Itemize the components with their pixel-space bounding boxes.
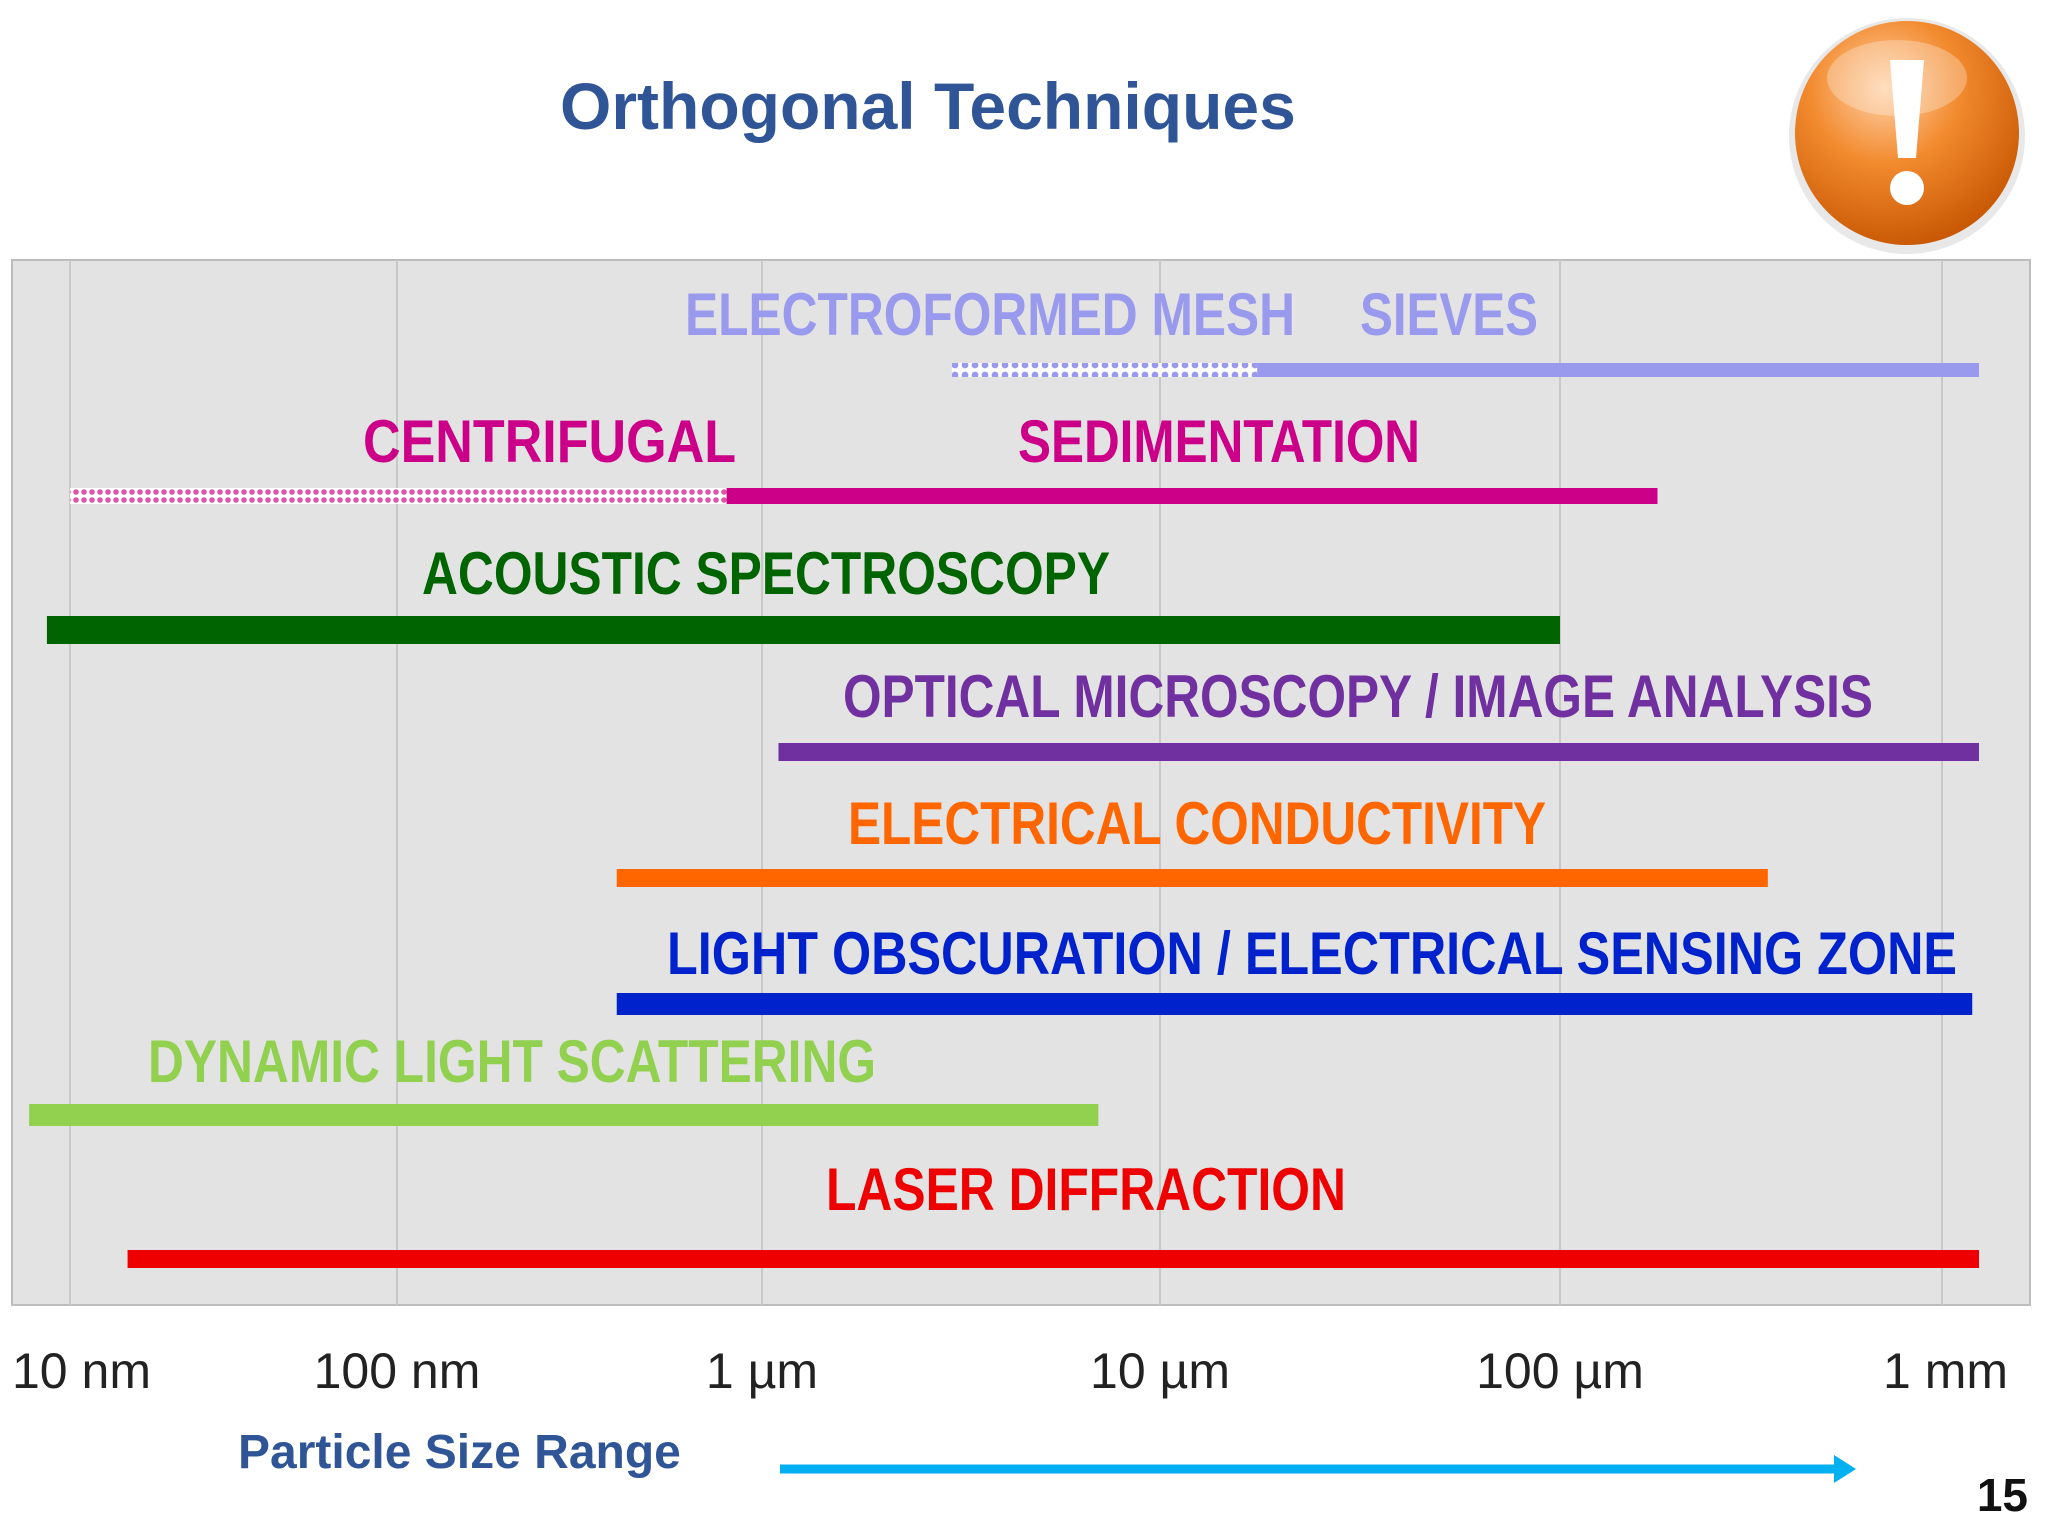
slide-title: Orthogonal Techniques <box>560 69 1296 143</box>
technique-bar <box>29 1104 1099 1126</box>
exclamation-icon <box>1789 18 2025 254</box>
page-number: 15 <box>1976 1469 2028 1521</box>
x-tick-label: 10 nm <box>12 1343 151 1399</box>
technique-bar <box>616 993 1973 1015</box>
technique-bar <box>726 488 1658 504</box>
technique-label: CENTRIFUGAL <box>363 408 736 475</box>
technique-label: OPTICAL MICROSCOPY / IMAGE ANALYSIS <box>843 663 1873 730</box>
technique-label: ACOUSTIC SPECTROSCOPY <box>422 540 1110 607</box>
technique-labels: ELECTROFORMED MESH SIEVES CENTRIFUGAL SEDIM… <box>148 281 1957 1223</box>
technique-bar <box>778 743 1980 761</box>
x-tick-label: 100 nm <box>314 1343 481 1399</box>
x-tick-label: 1 µm <box>706 1343 818 1399</box>
x-tick-label: 1 mm <box>1883 1343 2008 1399</box>
technique-label-secondary: SIEVES <box>1360 281 1538 348</box>
technique-bar-extended <box>70 488 727 504</box>
size-range-arrow <box>780 1455 1856 1483</box>
technique-label: LIGHT OBSCURATION / ELECTRICAL SENSING Z… <box>667 920 1957 987</box>
technique-bars <box>29 363 1980 1268</box>
x-tick-label: 100 µm <box>1476 1343 1644 1399</box>
technique-bar <box>46 616 1560 644</box>
axis-caption: Particle Size Range <box>238 1426 681 1479</box>
gridlines <box>69 260 1943 1305</box>
technique-bar <box>616 869 1768 887</box>
technique-label-secondary: SEDIMENTATION <box>1018 408 1420 475</box>
technique-bar <box>127 1250 1980 1268</box>
technique-label: ELECTROFORMED MESH <box>685 281 1295 348</box>
technique-label: ELECTRICAL CONDUCTIVITY <box>848 790 1546 857</box>
technique-bar-extended <box>951 363 1258 377</box>
technique-bar <box>1257 363 1980 377</box>
x-axis-ticks: 10 nm 100 nm 1 µm 10 µm 100 µm 1 mm <box>12 1343 2008 1399</box>
technique-label: DYNAMIC LIGHT SCATTERING <box>148 1028 876 1095</box>
technique-label: LASER DIFFRACTION <box>826 1156 1346 1223</box>
x-tick-label: 10 µm <box>1090 1343 1230 1399</box>
plot-area <box>11 259 2031 1306</box>
